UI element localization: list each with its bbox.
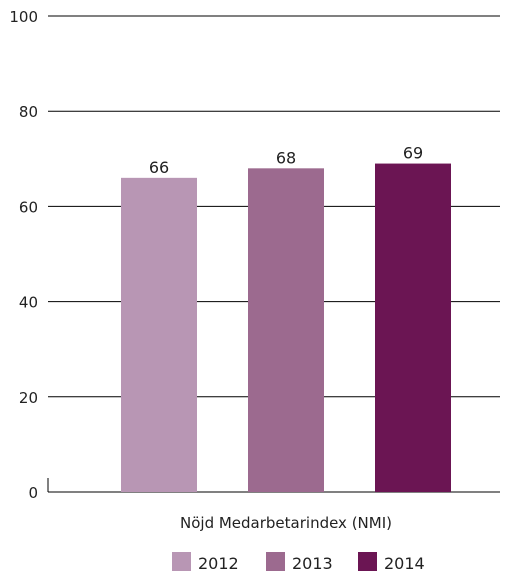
- data-label-2012: 66: [149, 158, 169, 177]
- y-axis-tick-labels: 0 20 40 60 80 100: [9, 8, 38, 502]
- y-tick-label: 0: [28, 484, 38, 502]
- bar-2013: [248, 168, 324, 492]
- legend-swatch-2013: [266, 552, 285, 571]
- y-tick-label: 80: [19, 103, 38, 121]
- legend: 2012 2013 2014: [172, 552, 425, 571]
- legend-swatch-2012: [172, 552, 191, 571]
- category-label: Nöjd Medarbetarindex (NMI): [180, 514, 392, 532]
- bars: [121, 163, 451, 492]
- bar-2012: [121, 177, 197, 492]
- legend-label-2013: 2013: [292, 554, 333, 571]
- data-labels: 66 68 69: [149, 144, 423, 177]
- data-label-2013: 68: [276, 148, 296, 167]
- legend-label-2014: 2014: [384, 554, 425, 571]
- legend-label-2012: 2012: [198, 554, 239, 571]
- y-tick-label: 100: [9, 8, 38, 26]
- legend-swatch-2014: [358, 552, 377, 571]
- y-tick-label: 20: [19, 389, 38, 407]
- data-label-2014: 69: [403, 144, 423, 163]
- y-tick-label: 60: [19, 198, 38, 216]
- bar-2014: [375, 163, 451, 492]
- y-tick-label: 40: [19, 294, 38, 312]
